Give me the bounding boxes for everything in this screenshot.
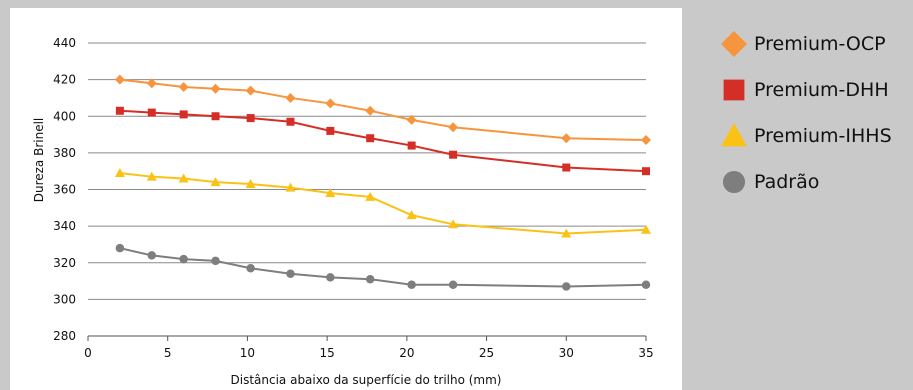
x-tick-label: 0 (84, 346, 92, 360)
series-circle (115, 243, 651, 291)
data-point (562, 163, 571, 172)
data-point (246, 114, 255, 123)
data-point (365, 191, 376, 201)
diamond-icon (721, 31, 747, 57)
legend-item: Premium-IHHS (716, 122, 913, 148)
plot-panel: 280 300 320 340 360 380 400 420 440 0 5 10 15 20 25 30 3… (10, 8, 682, 390)
data-point (286, 117, 295, 126)
data-point (115, 106, 124, 115)
data-point (449, 150, 458, 159)
series-line (119, 109, 647, 173)
x-axis-label: Distância abaixo da superfície do trilho… (231, 373, 502, 387)
data-point (146, 171, 157, 181)
data-point (561, 228, 572, 238)
x-tick-label: 10 (240, 346, 255, 360)
data-point (115, 243, 125, 253)
data-point (210, 83, 221, 94)
x-tick-label: 30 (559, 346, 574, 360)
series-lines (114, 74, 651, 291)
data-point (326, 126, 335, 135)
y-axis-label: Dureza Brinell (32, 118, 46, 203)
data-point (641, 224, 651, 234)
legend-item: Premium-DHH (716, 76, 913, 102)
data-point (286, 269, 295, 278)
data-point (285, 182, 296, 192)
y-tick-label: 400 (53, 109, 76, 123)
data-point (147, 108, 156, 117)
data-point (114, 168, 125, 178)
x-tick-label: 15 (320, 346, 335, 360)
series-line (119, 247, 647, 288)
data-point (365, 105, 376, 116)
data-point (407, 280, 416, 289)
data-point (561, 133, 572, 144)
x-tick-label: 25 (479, 346, 494, 360)
line-chart: 280 300 320 340 360 380 400 420 440 0 5 10 15 20 25 30 3… (32, 36, 654, 387)
data-point (178, 173, 189, 183)
axes: 280 300 320 340 360 380 400 420 440 0 5 10 15 20 25 30 3… (53, 36, 654, 360)
square-legend-icon (723, 79, 745, 101)
data-point (210, 177, 221, 187)
y-tick-label: 320 (53, 256, 76, 270)
data-point (179, 110, 188, 119)
legend-item: Premium-OCP (716, 30, 913, 57)
y-tick-label: 420 (53, 73, 76, 87)
diamond-legend-icon (721, 31, 747, 57)
data-point (147, 251, 157, 260)
data-point (146, 78, 157, 89)
data-point (246, 263, 255, 273)
data-point (641, 280, 651, 289)
series-square (115, 106, 650, 176)
data-point (325, 188, 336, 198)
legend-label: Premium-DHH (754, 79, 889, 101)
legend-item: Padrão (716, 168, 913, 194)
y-tick-label: 340 (53, 219, 76, 233)
data-point (642, 167, 650, 176)
data-point (179, 254, 188, 264)
x-tick-label: 35 (638, 346, 653, 360)
data-point (178, 81, 189, 92)
data-point (366, 134, 375, 143)
series-diamond (114, 74, 651, 146)
y-tick-label: 300 (53, 292, 76, 306)
circle-legend-icon (722, 170, 746, 194)
square-icon (723, 79, 745, 101)
data-point (406, 114, 417, 125)
series-line (119, 172, 647, 235)
data-point (562, 282, 571, 291)
series-triangle (114, 168, 651, 238)
legend-label: Premium-IHHS (754, 125, 892, 147)
legend-label: Premium-OCP (754, 33, 886, 55)
data-point (448, 280, 458, 289)
data-point (365, 274, 375, 284)
y-tick-label: 380 (53, 146, 76, 160)
data-point (641, 135, 651, 146)
x-tick-label: 20 (399, 346, 414, 360)
data-point (325, 98, 336, 109)
series-line (119, 78, 647, 142)
data-point (448, 219, 459, 229)
data-point (285, 92, 296, 103)
data-point (448, 122, 459, 133)
data-point (407, 141, 416, 150)
circle-icon (722, 170, 746, 194)
legend-label: Padrão (754, 171, 820, 193)
data-point (326, 273, 335, 282)
data-point (245, 179, 256, 189)
data-point (211, 112, 220, 121)
data-point (114, 74, 125, 85)
y-tick-label: 440 (53, 36, 76, 50)
x-tick-label: 5 (164, 346, 172, 360)
data-point (245, 85, 256, 96)
triangle-icon (721, 123, 747, 147)
gridlines (88, 42, 646, 337)
data-point (406, 210, 417, 220)
data-point (211, 256, 220, 266)
y-tick-label: 280 (53, 329, 76, 343)
triangle-legend-icon (721, 123, 747, 147)
y-tick-label: 360 (53, 183, 76, 197)
legend: Premium-OCP Premium-DHH Premium-IHHS Padrão (716, 30, 913, 214)
